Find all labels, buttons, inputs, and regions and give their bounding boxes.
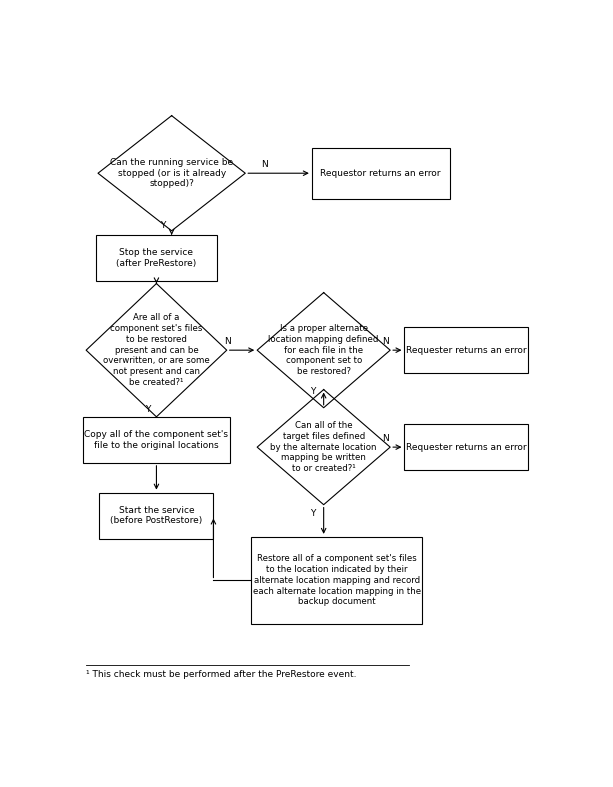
Bar [405,327,528,373]
Text: Requester returns an error: Requester returns an error [406,345,527,355]
Bar [312,148,449,198]
Text: Requestor returns an error: Requestor returns an error [321,168,441,178]
Text: N: N [224,337,231,345]
Text: Y: Y [311,387,316,396]
Bar [83,417,230,463]
Text: Is a proper alternate
location mapping defined
for each file in the
component se: Is a proper alternate location mapping d… [268,324,379,376]
Text: Y: Y [311,509,316,518]
Bar [251,537,422,624]
Text: Are all of a
component set's files
to be restored
present and can be
overwritten: Are all of a component set's files to be… [103,313,210,387]
Text: Y: Y [145,405,151,414]
Text: Can the running service be
stopped (or is it already
stopped)?: Can the running service be stopped (or i… [110,158,233,188]
Text: N: N [261,160,268,168]
Text: Copy all of the component set's
file to the original locations: Copy all of the component set's file to … [85,430,229,449]
Text: Stop the service
(after PreRestore): Stop the service (after PreRestore) [116,248,197,268]
Bar [96,235,217,281]
Text: Requester returns an error: Requester returns an error [406,442,527,452]
Text: ¹ This check must be performed after the PreRestore event.: ¹ This check must be performed after the… [86,671,357,679]
Bar [99,493,213,538]
Text: Restore all of a component set's files
to the location indicated by their
altern: Restore all of a component set's files t… [253,555,421,607]
Text: Y: Y [161,221,166,230]
Bar [405,424,528,470]
Text: N: N [382,434,389,442]
Text: Start the service
(before PostRestore): Start the service (before PostRestore) [110,506,202,526]
Text: N: N [382,337,389,345]
Text: Can all of the
target files defined
by the alternate location
mapping be written: Can all of the target files defined by t… [270,421,377,473]
